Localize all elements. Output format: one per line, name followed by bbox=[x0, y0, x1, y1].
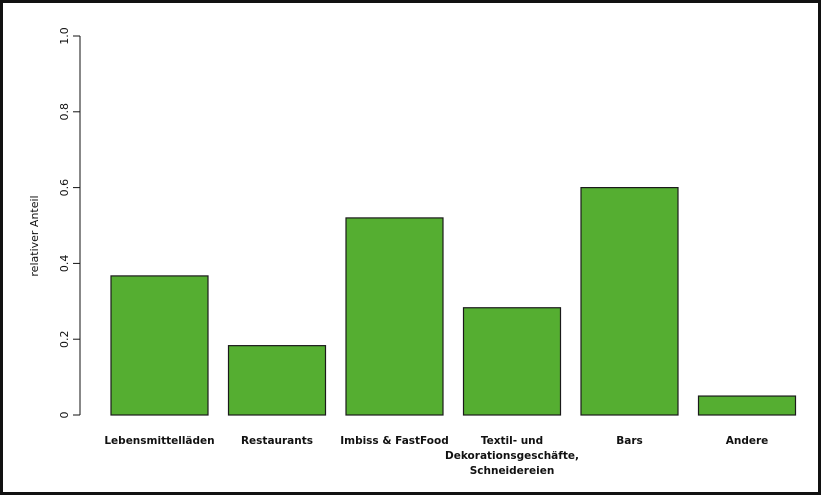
y-tick-label: 0.6 bbox=[58, 179, 71, 197]
y-tick-label: 0.8 bbox=[58, 103, 71, 121]
x-tick-label: Lebensmittelläden bbox=[104, 435, 214, 447]
bar-1 bbox=[110, 275, 209, 416]
x-tick-label: Andere bbox=[726, 435, 769, 447]
bar-3 bbox=[345, 217, 444, 416]
x-tick-label-line: Textil- und bbox=[481, 435, 543, 447]
x-tick-label: Imbiss & FastFood bbox=[340, 435, 449, 447]
y-tick-label: 0 bbox=[58, 412, 71, 419]
x-tick-label-line: Bars bbox=[616, 435, 643, 447]
bars bbox=[110, 187, 797, 416]
y-axis: 0 0.2 0.4 0.6 0.8 1.0 bbox=[58, 27, 81, 419]
bar-2 bbox=[227, 345, 327, 416]
bar-5 bbox=[580, 187, 679, 416]
y-tick-label: 0.2 bbox=[58, 330, 71, 348]
bar-chart: 0 0.2 0.4 0.6 0.8 1.0 relativer Anteil Lebens… bbox=[28, 27, 797, 477]
x-tick-label-line: Andere bbox=[726, 435, 769, 447]
x-tick-label-line: Dekorationsgeschäfte, bbox=[445, 450, 579, 462]
x-axis-labels: Lebensmittelläden Restaurants Imbiss & Fas… bbox=[104, 435, 768, 477]
bar-6 bbox=[697, 395, 797, 416]
bar-4 bbox=[462, 307, 562, 416]
y-axis-title: relativer Anteil bbox=[28, 195, 41, 276]
x-tick-label-line: Imbiss & FastFood bbox=[340, 435, 449, 447]
y-tick-label: 0.4 bbox=[58, 255, 71, 273]
x-tick-label-line: Restaurants bbox=[241, 435, 313, 447]
x-tick-label: Textil- und Dekorationsgeschäfte, Schneide… bbox=[445, 435, 579, 477]
x-tick-label-line: Schneidereien bbox=[470, 465, 555, 477]
x-tick-label: Restaurants bbox=[241, 435, 313, 447]
x-tick-label-line: Lebensmittelläden bbox=[104, 435, 214, 447]
y-tick-label: 1.0 bbox=[58, 27, 71, 45]
x-tick-label: Bars bbox=[616, 435, 643, 447]
